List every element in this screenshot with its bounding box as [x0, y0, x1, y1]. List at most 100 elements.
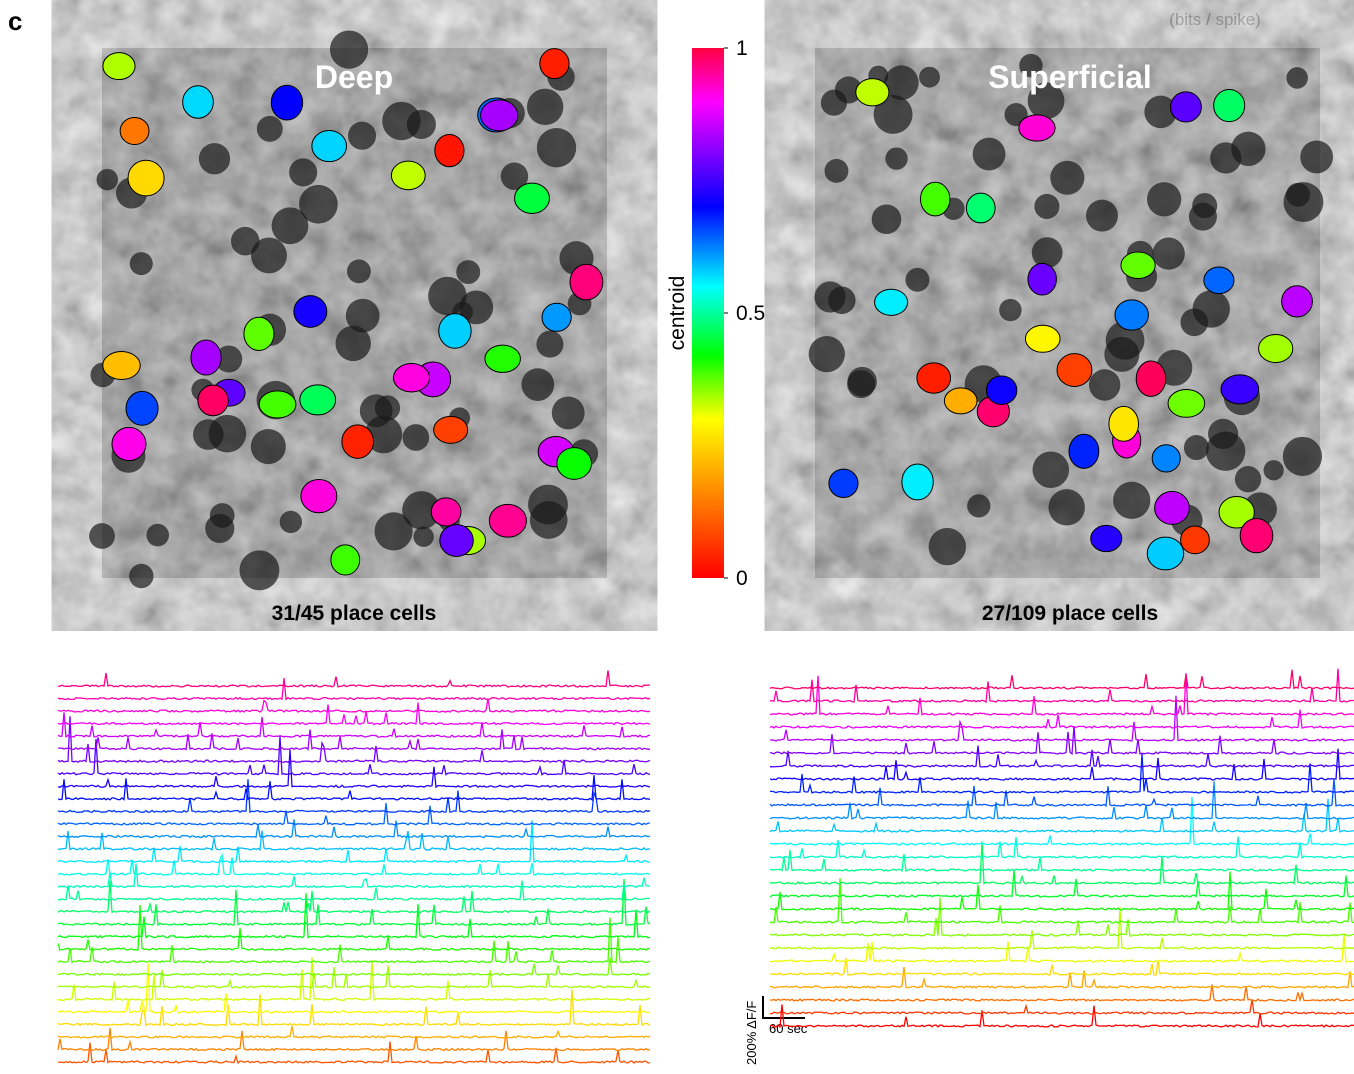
cell-roi: [1168, 389, 1205, 417]
cell-roi: [557, 448, 592, 480]
cell-roi: [481, 100, 518, 131]
cell-roi: [944, 388, 977, 414]
cell-roi: [112, 427, 146, 460]
soma: [199, 143, 230, 174]
caption: 31/45 place cells: [272, 602, 437, 625]
cell-roi: [489, 504, 526, 537]
soma: [97, 169, 119, 191]
header-note: (bits / spike): [1169, 10, 1261, 29]
trace: [58, 1042, 650, 1063]
cell-roi: [391, 161, 425, 190]
trace: [770, 669, 1354, 702]
trace: [58, 1026, 650, 1038]
cell-roi: [342, 425, 374, 459]
soma: [872, 204, 902, 234]
soma: [1104, 337, 1139, 372]
trace: [58, 803, 650, 825]
soma: [289, 158, 317, 186]
cell-roi: [917, 363, 951, 393]
cell-roi: [312, 130, 347, 161]
caption: 27/109 place cells: [982, 602, 1158, 625]
cell-roi: [542, 303, 571, 331]
cell-roi: [920, 182, 949, 216]
soma: [1033, 451, 1070, 488]
cell-roi: [1204, 267, 1234, 294]
trace: [58, 779, 650, 812]
cell-roi: [435, 134, 464, 166]
image-title: Superficial: [988, 59, 1152, 95]
soma: [456, 260, 480, 284]
cell-roi: [331, 545, 360, 575]
soma: [1050, 161, 1084, 195]
trace: [770, 696, 1354, 741]
soma: [1034, 194, 1059, 219]
trace: [770, 967, 1354, 988]
cell-roi: [439, 314, 471, 349]
cell-roi: [259, 391, 296, 418]
trace: [58, 881, 650, 913]
soma: [929, 528, 966, 565]
soma: [1193, 290, 1230, 327]
soma: [825, 159, 849, 183]
cell-roi: [902, 464, 933, 500]
soma: [348, 122, 376, 150]
cell-roi: [1136, 361, 1166, 396]
cell-roi: [198, 385, 228, 416]
cell-roi: [485, 345, 521, 372]
image-title: Deep: [315, 59, 393, 95]
soma: [210, 503, 235, 528]
cell-roi: [515, 183, 550, 213]
cell-roi: [1214, 89, 1245, 121]
cell-roi: [393, 364, 429, 392]
soma: [884, 65, 919, 100]
scale-bar-label: 60 sec: [769, 1021, 808, 1036]
soma: [521, 368, 554, 401]
soma: [347, 259, 371, 283]
soma: [973, 138, 1006, 171]
trace: [770, 670, 1354, 689]
cell-roi: [301, 480, 337, 513]
soma: [552, 396, 585, 429]
soma: [1049, 489, 1085, 525]
cell-roi: [183, 86, 214, 118]
deep-image: [89, 30, 607, 590]
soma: [847, 370, 875, 398]
soma: [527, 89, 563, 125]
scale-bar-label: 200% ΔF/F: [744, 1001, 759, 1065]
soma: [146, 524, 169, 547]
cell-roi: [856, 79, 889, 106]
soma: [1086, 200, 1118, 232]
cell-roi: [191, 340, 221, 375]
cell-roi: [540, 49, 569, 79]
trace: [58, 750, 650, 788]
soma: [999, 299, 1021, 321]
soma: [280, 511, 302, 533]
soma: [828, 287, 856, 315]
trace: [58, 831, 650, 850]
soma: [1283, 437, 1322, 476]
cell-roi: [1221, 375, 1259, 404]
cell-roi: [986, 376, 1016, 404]
soma: [89, 523, 115, 549]
trace: [58, 703, 650, 725]
soma: [1192, 193, 1217, 218]
cell-roi: [244, 317, 274, 350]
soma: [375, 395, 400, 420]
cell-roi: [1155, 492, 1190, 525]
trace: [58, 678, 650, 699]
soma: [1286, 67, 1308, 89]
cell-roi: [431, 498, 461, 526]
cell-roi: [434, 416, 468, 443]
cell-roi: [128, 160, 164, 196]
soma: [335, 326, 370, 361]
cell-roi: [271, 85, 302, 120]
colorbar-tick-label: 0.5: [736, 302, 765, 325]
soma: [1210, 142, 1241, 173]
soma: [257, 116, 283, 142]
soma: [1147, 182, 1181, 216]
soma: [129, 564, 153, 588]
trace: [58, 893, 650, 938]
soma: [537, 128, 576, 167]
cell-roi: [1091, 525, 1122, 551]
trace: [770, 878, 1354, 923]
